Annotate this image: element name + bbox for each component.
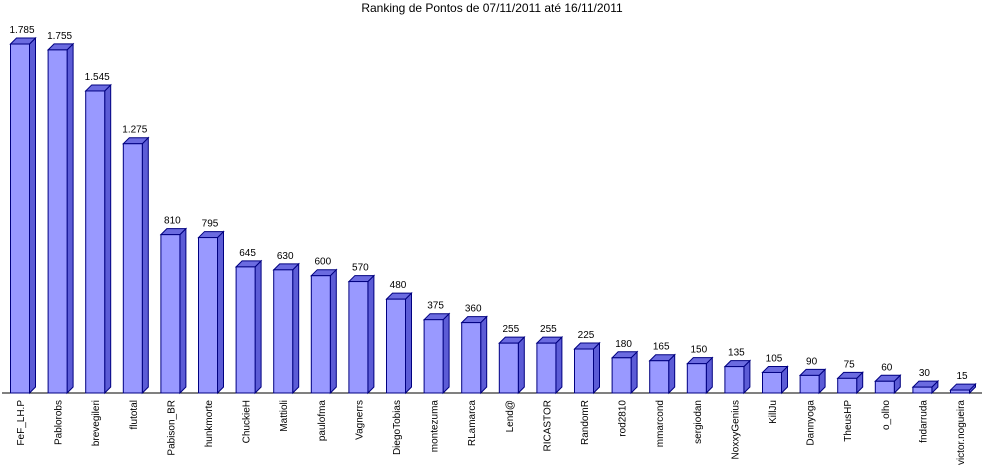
value-label: 1.545 xyxy=(85,72,110,83)
x-tick-label: sergiodan xyxy=(693,400,704,444)
value-label: 570 xyxy=(352,263,369,274)
chart-title: Ranking de Pontos de 07/11/2011 até 16/1… xyxy=(361,1,623,15)
value-label: 255 xyxy=(502,324,519,335)
bar-side xyxy=(555,335,563,395)
value-label: 1.275 xyxy=(122,125,147,136)
bar xyxy=(47,49,68,394)
value-label: 180 xyxy=(615,339,632,350)
value-label: 75 xyxy=(844,359,856,370)
x-tick-label: RICASTOR xyxy=(542,400,553,452)
bar xyxy=(950,389,970,394)
x-tick-label: KillJu xyxy=(768,400,779,424)
value-label: 480 xyxy=(390,280,407,291)
bar-side xyxy=(29,36,36,395)
bar xyxy=(122,143,143,394)
x-tick-label: victor.nogueira xyxy=(956,400,967,465)
bar-side xyxy=(217,230,224,395)
value-label: 375 xyxy=(427,301,444,312)
bar xyxy=(799,374,820,394)
x-tick-label: rod2810 xyxy=(618,400,629,437)
bar xyxy=(273,269,294,394)
bar xyxy=(724,366,745,394)
value-label: 600 xyxy=(314,257,331,268)
value-label: 795 xyxy=(202,219,219,230)
bar xyxy=(160,234,181,394)
bar xyxy=(686,363,707,394)
value-label: 30 xyxy=(919,368,931,379)
value-label: 225 xyxy=(578,330,595,341)
value-label: 810 xyxy=(164,216,181,227)
value-label: 60 xyxy=(881,362,893,373)
bar-side xyxy=(442,312,450,395)
bar xyxy=(574,348,594,394)
bar xyxy=(235,266,256,394)
x-tick-label: Pablorobs xyxy=(54,400,65,445)
value-label: 360 xyxy=(465,304,482,315)
bar-side xyxy=(66,42,74,395)
bar-side xyxy=(405,291,412,395)
value-label: 645 xyxy=(239,248,256,259)
x-tick-label: Pabison_BR xyxy=(166,400,177,456)
value-label: 15 xyxy=(956,371,968,382)
x-tick-label: RLamarca xyxy=(467,400,478,447)
bar xyxy=(762,371,782,394)
x-tick-label: brevegileri xyxy=(91,400,102,446)
x-tick-label: o_olho xyxy=(881,400,892,430)
x-tick-label: ChuckieH xyxy=(242,400,253,443)
value-label: 1.755 xyxy=(47,31,72,42)
x-tick-label: Mattioli xyxy=(279,400,290,432)
bar-side xyxy=(367,274,375,395)
bar xyxy=(348,281,369,394)
x-tick-label: paulofma xyxy=(317,400,328,442)
x-tick-label: mmarcond xyxy=(655,400,666,447)
value-label: 135 xyxy=(728,348,745,359)
value-label: 630 xyxy=(277,251,294,262)
x-tick-label: fndarruda xyxy=(918,400,929,443)
bar xyxy=(310,275,331,394)
x-tick-label: Dannyoga xyxy=(806,400,817,446)
bar xyxy=(10,43,30,394)
bar xyxy=(498,342,519,394)
bar xyxy=(837,377,858,394)
bar-side xyxy=(179,227,187,395)
value-label: 1.785 xyxy=(9,25,34,36)
x-tick-label: RandomR xyxy=(580,400,591,445)
x-tick-label: FeF_LH.P xyxy=(16,400,27,446)
bar-side xyxy=(329,268,337,395)
bar xyxy=(461,322,482,394)
x-tick-label: DiegoTobias xyxy=(392,400,403,455)
x-tick-label: flutotal xyxy=(129,400,140,429)
bar xyxy=(912,386,933,394)
x-tick-label: hunkmorte xyxy=(204,400,215,448)
x-tick-label: NoxxyGenius xyxy=(730,400,741,459)
x-tick-label: Vagnerrs xyxy=(354,400,365,440)
bar-side xyxy=(141,136,149,395)
bar-side xyxy=(292,262,300,395)
bar xyxy=(649,360,670,394)
bar-side xyxy=(480,315,488,395)
value-label: 165 xyxy=(653,342,670,353)
bar-side xyxy=(104,83,112,395)
bar xyxy=(536,342,557,394)
x-tick-label: TheusHP xyxy=(843,400,854,442)
x-tick-label: montezuma xyxy=(430,400,441,453)
bar xyxy=(386,298,406,394)
x-tick-label: Lend@ xyxy=(505,400,516,432)
value-label: 105 xyxy=(766,353,783,364)
bar-side xyxy=(593,341,600,395)
bar-side xyxy=(630,350,638,395)
bar xyxy=(198,237,218,394)
bar xyxy=(611,357,632,394)
value-label: 90 xyxy=(806,356,818,367)
bar-side xyxy=(254,259,262,395)
bar xyxy=(85,90,106,394)
bar-side xyxy=(517,335,525,395)
value-label: 150 xyxy=(690,345,707,356)
value-label: 255 xyxy=(540,324,557,335)
bar xyxy=(874,380,895,394)
bar xyxy=(423,319,444,394)
